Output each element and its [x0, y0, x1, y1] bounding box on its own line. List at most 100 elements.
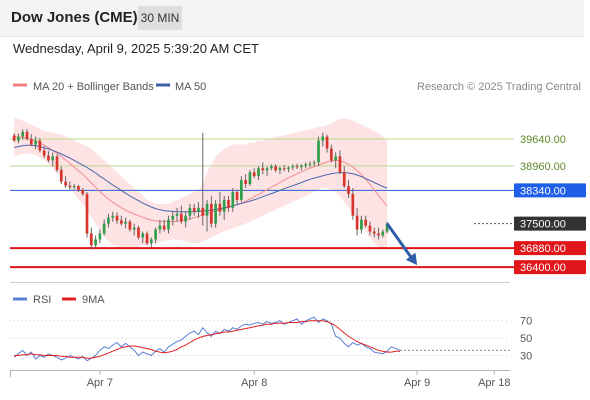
candle-body	[47, 155, 50, 161]
x-axis-label: Apr 8	[241, 377, 267, 389]
candle-body	[312, 162, 316, 164]
candle-body	[89, 233, 93, 246]
candle-body	[291, 166, 295, 168]
candle-body	[317, 140, 320, 163]
rsi-line	[13, 316, 401, 362]
candle-body	[372, 231, 376, 234]
rsi-tick-label: 30	[520, 351, 532, 363]
candle-body	[385, 223, 389, 232]
candle-body	[137, 227, 140, 238]
candle-body	[34, 140, 37, 145]
level-label-resistance: 38960.00	[520, 161, 566, 173]
x-axis-label: Apr 9	[404, 377, 430, 389]
candle-body	[381, 231, 385, 236]
candle-body	[25, 131, 29, 140]
legend-ma20-swatch	[13, 83, 27, 87]
candle-body	[201, 207, 205, 216]
candle-body	[321, 136, 325, 141]
candle-body	[85, 193, 89, 234]
rsi-tick-label: 70	[520, 316, 532, 328]
candle-body	[257, 168, 260, 177]
ma50-line	[13, 144, 388, 213]
legend-rsi-label: RSI	[33, 294, 51, 306]
candle-body	[210, 203, 213, 224]
chart-header: Dow Jones (CME) 30 MIN	[0, 0, 584, 37]
candle-body	[154, 229, 157, 240]
candle-body	[184, 215, 187, 222]
legend-ma50-label: MA 50	[175, 81, 206, 93]
candle-body	[128, 221, 132, 230]
candle-body	[145, 233, 149, 244]
candle-body	[270, 166, 273, 169]
candle-body	[21, 131, 25, 137]
candle-body	[119, 220, 123, 224]
candle-body	[192, 207, 196, 212]
candle-body	[360, 219, 363, 230]
candle-body	[64, 181, 67, 186]
legend-ma20-label: MA 20 + Bollinger Bands	[33, 81, 154, 93]
level-tag-support	[514, 241, 586, 256]
candle-body	[81, 190, 85, 194]
candle-body	[325, 136, 329, 149]
candle-body	[304, 164, 307, 166]
level-tag-pivot	[514, 183, 586, 198]
candle-body	[355, 215, 359, 230]
candle-body	[180, 213, 183, 222]
candle-body	[252, 172, 256, 177]
candle-body	[295, 166, 299, 168]
rsi-tick-label: 50	[520, 333, 532, 345]
candle-body	[17, 136, 20, 141]
level-label-pivot: 38340.00	[520, 185, 566, 197]
candle-body	[162, 225, 166, 230]
datetime-label: Wednesday, April 9, 2025 5:39:20 AM CET	[13, 41, 259, 56]
bollinger-band-area	[14, 116, 388, 250]
legend-9ma-label: 9MA	[82, 294, 105, 306]
candle-body	[222, 199, 226, 212]
candle-body	[158, 225, 162, 230]
candle-body	[29, 139, 33, 145]
candle-body	[94, 239, 97, 246]
x-axis-label: Apr 7	[87, 377, 113, 389]
candle-body	[42, 150, 46, 156]
candle-body	[351, 193, 355, 216]
candle-body	[55, 156, 59, 170]
candle-body	[265, 168, 269, 171]
candle-body	[287, 167, 290, 170]
legend-rsi-swatch	[13, 297, 27, 301]
candle-body	[274, 166, 277, 171]
candle-body	[334, 156, 337, 161]
candle-body	[377, 233, 380, 236]
candle-body	[171, 215, 175, 220]
candle-body	[300, 165, 303, 168]
candle-body	[188, 207, 192, 216]
candle-body	[227, 199, 230, 208]
candle-body	[102, 223, 106, 234]
rsi-9ma-line	[14, 320, 400, 359]
candle-body	[205, 203, 209, 216]
x-axis-label: Apr 18	[478, 377, 510, 389]
candle-body	[244, 180, 247, 185]
candle-body	[338, 156, 342, 173]
candle-body	[72, 186, 76, 188]
timeframe-button[interactable]: 30 MIN	[138, 6, 182, 30]
candle-body	[364, 219, 368, 226]
level-label-resistance: 39640.00	[520, 134, 566, 146]
candle-body	[218, 203, 222, 212]
candle-body	[231, 191, 235, 208]
forecast-arrow-head	[405, 252, 418, 266]
level-label-support: 36400.00	[520, 262, 566, 274]
candle-body	[261, 168, 265, 171]
candle-body	[68, 185, 72, 188]
candle-body	[98, 233, 102, 240]
candle-body	[197, 207, 200, 212]
candle-body	[124, 221, 127, 224]
instrument-title: Dow Jones (CME)	[11, 9, 138, 26]
candle-body	[115, 215, 119, 221]
candle-body	[282, 168, 286, 170]
level-label-last: 37500.00	[520, 219, 566, 231]
credit-text: Research © 2025 Trading Central	[417, 81, 581, 93]
candle-body	[278, 168, 282, 171]
legend-9ma-swatch	[62, 297, 76, 301]
candle-body	[240, 180, 243, 200]
